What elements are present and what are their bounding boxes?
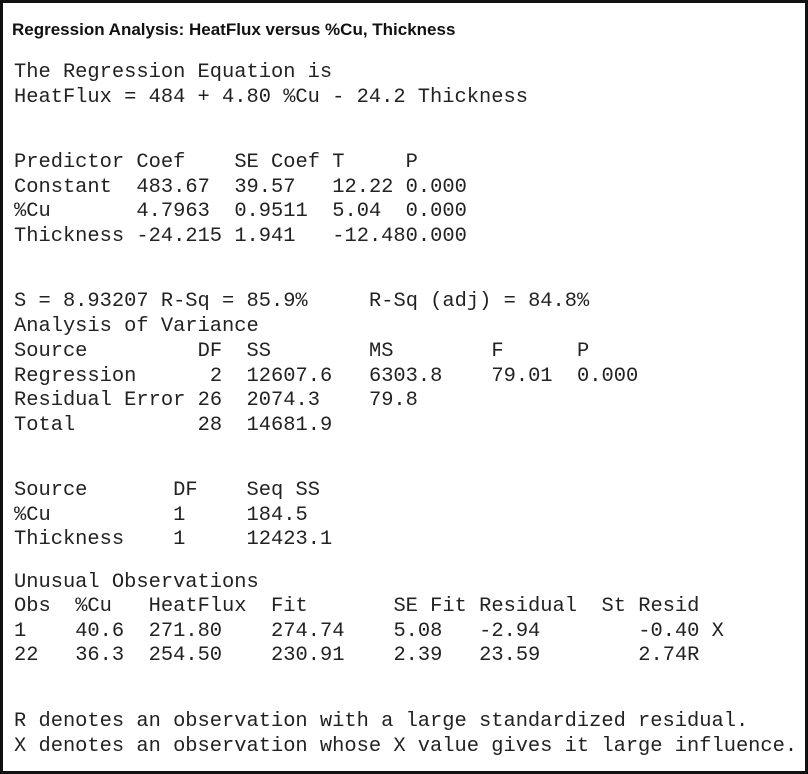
table-cell: 4.7963 xyxy=(136,200,210,224)
table-cell: 1 xyxy=(173,503,186,527)
table-cell: 0.9511 xyxy=(234,200,308,224)
table-cell: 2.74R xyxy=(638,643,700,667)
table-cell: 1 xyxy=(173,527,186,551)
table-cell: 254.50 xyxy=(148,643,223,667)
table-cell: 1 xyxy=(14,619,27,643)
note-x: X denotes an observation whose X value g… xyxy=(14,734,798,758)
table-cell: 14681.9 xyxy=(246,413,333,437)
table-cell: 79.01 xyxy=(491,364,553,388)
regression-equation: HeatFlux = 484 + 4.80 %Cu - 24.2 Thickne… xyxy=(14,85,528,109)
table-cell: 0.000 xyxy=(405,175,467,199)
table-cell: 6303.8 xyxy=(368,364,443,388)
table-cell: Constant xyxy=(14,175,112,199)
table-cell: 0.000 xyxy=(405,224,467,248)
table-cell: Thickness xyxy=(14,224,125,248)
table-cell: 36.3 xyxy=(75,643,125,667)
table-cell: -2.94 xyxy=(479,619,541,643)
table-cell: 5.04 xyxy=(332,200,382,224)
table-cell: 1.941 xyxy=(234,224,296,248)
table-cell: 12423.1 xyxy=(246,527,333,551)
table-cell: 271.80 xyxy=(148,619,223,643)
column-header: Obs xyxy=(14,594,51,618)
table-cell: 23.59 xyxy=(479,643,541,667)
s-rsq: S = 8.93207 R-Sq = 85.9% xyxy=(14,289,308,313)
column-header: SE Fit xyxy=(393,594,467,618)
equation-heading: The Regression Equation is xyxy=(14,60,333,84)
column-header: St Resid xyxy=(601,594,700,618)
column-header: %Cu xyxy=(75,594,112,618)
column-header: SS xyxy=(246,339,272,363)
table-cell: 274.74 xyxy=(271,619,345,643)
table-cell: 184.5 xyxy=(246,503,308,527)
table-cell: 230.91 xyxy=(271,643,345,667)
column-header: Seq SS xyxy=(246,478,320,502)
column-header: DF xyxy=(197,339,223,363)
table-cell: 22 xyxy=(14,643,39,667)
report-title: Regression Analysis: HeatFlux versus %Cu… xyxy=(12,20,456,39)
column-header: DF xyxy=(173,478,198,502)
table-cell: 12607.6 xyxy=(246,364,333,388)
table-cell: %Cu xyxy=(14,200,51,224)
column-header: Predictor xyxy=(14,150,125,174)
table-cell: 0.000 xyxy=(405,200,467,224)
table-cell: %Cu xyxy=(14,503,51,527)
column-header: P xyxy=(577,339,590,363)
column-header: P xyxy=(405,150,418,174)
table-cell: Residual Error xyxy=(14,388,186,412)
table-cell: 2074.3 xyxy=(246,388,320,412)
table-cell: 5.08 xyxy=(393,619,443,643)
column-header: Source xyxy=(14,339,88,363)
table-cell: 40.6 xyxy=(75,619,125,643)
column-header: Coef xyxy=(136,150,186,174)
column-header: MS xyxy=(368,339,394,363)
column-header: T xyxy=(332,150,345,174)
rsq-adj: R-Sq (adj) = 84.8% xyxy=(369,289,590,313)
column-header: Source xyxy=(14,478,88,502)
table-cell: 28 xyxy=(197,413,223,437)
column-header: F xyxy=(491,339,504,363)
column-header: HeatFlux xyxy=(148,594,247,618)
table-cell: 0.000 xyxy=(577,364,639,388)
table-cell: -12.48 xyxy=(332,224,406,248)
column-header: Residual xyxy=(479,594,578,618)
table-cell: Thickness xyxy=(14,527,125,551)
column-header: Fit xyxy=(271,594,308,618)
anova-heading: Analysis of Variance xyxy=(14,314,259,338)
table-cell: 483.67 xyxy=(136,175,210,199)
column-header: SE Coef xyxy=(234,150,320,174)
table-cell: 2 xyxy=(209,364,223,388)
table-cell: Regression xyxy=(14,364,137,388)
table-cell: 2.39 xyxy=(393,643,443,667)
table-cell: 39.57 xyxy=(234,175,296,199)
note-r: R denotes an observation with a large st… xyxy=(14,709,749,733)
table-cell: -24.215 xyxy=(136,224,223,248)
table-cell: Total xyxy=(14,413,76,437)
table-cell: 79.8 xyxy=(368,388,418,412)
table-cell: -0.40 X xyxy=(638,619,724,643)
table-cell: 26 xyxy=(197,388,223,412)
table-cell: 12.22 xyxy=(332,175,394,199)
unusual-heading: Unusual Observations xyxy=(14,570,259,594)
